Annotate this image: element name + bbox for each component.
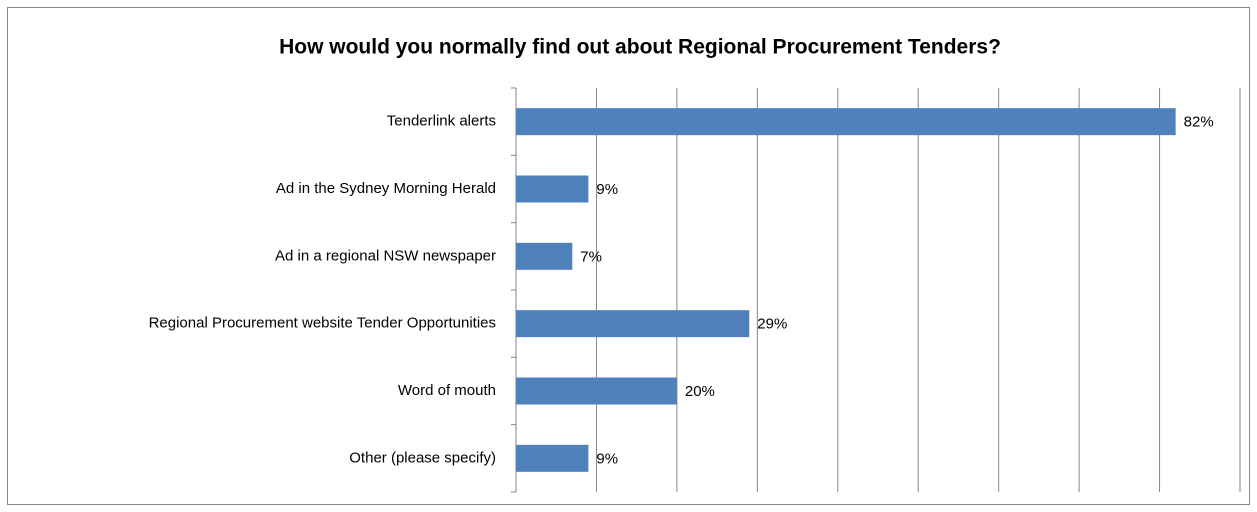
y-tick-label: Word of mouth xyxy=(398,382,496,399)
y-tick-label: Ad in a regional NSW newspaper xyxy=(275,247,496,264)
data-label: 20% xyxy=(685,383,715,400)
bar xyxy=(516,377,677,405)
data-label: 9% xyxy=(596,450,618,467)
bar xyxy=(516,108,1176,136)
bar xyxy=(516,175,589,203)
y-tick-label: Ad in the Sydney Morning Herald xyxy=(276,180,496,197)
chart-title: How would you normally find out about Re… xyxy=(279,36,1001,59)
data-label: 29% xyxy=(757,316,787,333)
data-label: 9% xyxy=(596,181,618,198)
y-tick-label: Other (please specify) xyxy=(349,449,496,466)
y-tick-label: Regional Procurement website Tender Oppo… xyxy=(149,315,496,332)
y-tick-label: Tenderlink alerts xyxy=(387,113,496,130)
chart-border xyxy=(7,7,1250,505)
bar xyxy=(516,444,589,472)
bar xyxy=(516,242,573,270)
data-label: 82% xyxy=(1184,114,1214,131)
data-label: 7% xyxy=(580,248,602,265)
bar xyxy=(516,310,750,338)
